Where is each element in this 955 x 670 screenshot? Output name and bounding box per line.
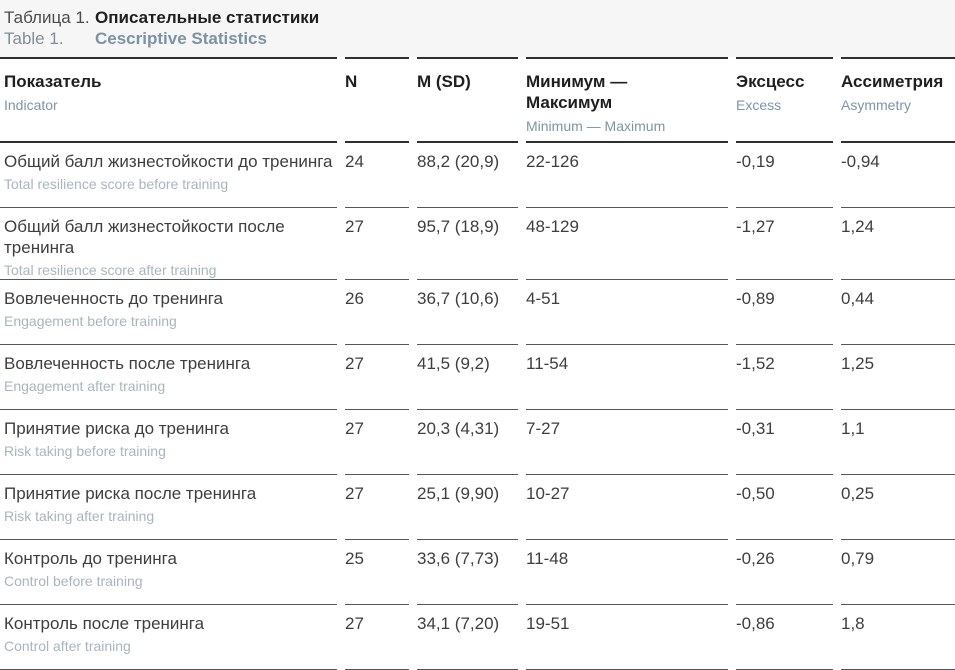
min-max-cell: 4-51 — [526, 280, 728, 345]
asymmetry-cell: 1,25 — [841, 345, 955, 410]
caption-line-ru: Таблица 1. Описательные статистики — [4, 7, 945, 28]
indicator-ru: Общий балл жизнестойкости после тренинга — [4, 217, 285, 257]
min-max-cell: 11-48 — [526, 540, 728, 605]
indicator-en: Engagement after training — [4, 378, 166, 394]
descriptive-statistics-table: Показатель Indicator N M (SD) Минимум — … — [0, 57, 955, 670]
indicator-cell: Принятие риска до тренинга Risk taking b… — [0, 410, 337, 475]
excess-cell: -1,52 — [736, 345, 833, 410]
excess-cell: -0,19 — [736, 143, 833, 208]
indicator-cell: Вовлеченность после тренинга Engagement … — [0, 345, 337, 410]
caption-line-en: Table 1. Cescriptive Statistics — [4, 28, 945, 49]
indicator-cell: Общий балл жизнестойкости до тренинга To… — [0, 143, 337, 208]
column-header: Ассиметрия Asymmetry — [841, 57, 955, 143]
asymmetry-cell: 0,44 — [841, 280, 955, 345]
indicator-ru: Принятие риска после тренинга — [4, 484, 257, 503]
table-row: Принятие риска после тренинга Risk takin… — [0, 475, 955, 540]
table-row: Контроль после тренинга Control after tr… — [0, 605, 955, 670]
column-header-en: Minimum — Maximum — [526, 118, 666, 134]
indicator-ru: Общий балл жизнестойкости до тренинга — [4, 152, 333, 171]
column-header-ru: Показатель — [4, 72, 102, 91]
asymmetry-cell: 0,79 — [841, 540, 955, 605]
indicator-en: Risk taking before training — [4, 443, 166, 459]
column-header: M (SD) — [417, 57, 518, 143]
caption-label-ru: Таблица 1. — [4, 8, 90, 27]
column-header-en: Excess — [736, 97, 782, 113]
m-sd-cell: 88,2 (20,9) — [417, 143, 518, 208]
indicator-en: Total resilience score before training — [4, 176, 229, 192]
m-sd-cell: 33,6 (7,73) — [417, 540, 518, 605]
n-cell: 25 — [345, 540, 409, 605]
indicator-en: Total resilience score after training — [4, 262, 217, 278]
statistics-table-container: Показатель Indicator N M (SD) Минимум — … — [0, 57, 955, 670]
indicator-cell: Контроль до тренинга Control before trai… — [0, 540, 337, 605]
indicator-ru: Принятие риска до тренинга — [4, 419, 230, 438]
asymmetry-cell: 0,25 — [841, 475, 955, 540]
m-sd-cell: 41,5 (9,2) — [417, 345, 518, 410]
n-cell: 27 — [345, 410, 409, 475]
table-row: Общий балл жизнестойкости после тренинга… — [0, 208, 955, 280]
indicator-cell: Контроль после тренинга Control after tr… — [0, 605, 337, 670]
min-max-cell: 19-51 — [526, 605, 728, 670]
n-cell: 27 — [345, 208, 409, 280]
column-header-ru: Эксцесс — [736, 72, 805, 91]
caption-title-en: Cescriptive Statistics — [95, 29, 267, 48]
indicator-ru: Контроль до тренинга — [4, 549, 177, 568]
min-max-cell: 11-54 — [526, 345, 728, 410]
indicator-ru: Вовлеченность до тренинга — [4, 289, 223, 308]
column-header-ru: M (SD) — [417, 72, 471, 91]
indicator-ru: Контроль после тренинга — [4, 614, 205, 633]
excess-cell: -0,50 — [736, 475, 833, 540]
indicator-en: Engagement before training — [4, 313, 177, 329]
table-row: Вовлеченность после тренинга Engagement … — [0, 345, 955, 410]
column-header: Эксцесс Excess — [736, 57, 833, 143]
indicator-cell: Общий балл жизнестойкости после тренинга… — [0, 208, 337, 280]
indicator-en: Control after training — [4, 638, 131, 654]
n-cell: 26 — [345, 280, 409, 345]
indicator-cell: Принятие риска после тренинга Risk takin… — [0, 475, 337, 540]
asymmetry-cell: 1,24 — [841, 208, 955, 280]
excess-cell: -0,89 — [736, 280, 833, 345]
table-row: Вовлеченность до тренинга Engagement bef… — [0, 280, 955, 345]
excess-cell: -0,26 — [736, 540, 833, 605]
indicator-en: Risk taking after training — [4, 508, 155, 524]
column-header: Минимум — Максимум Minimum — Maximum — [526, 57, 728, 143]
indicator-ru: Вовлеченность после тренинга — [4, 354, 251, 373]
m-sd-cell: 34,1 (7,20) — [417, 605, 518, 670]
excess-cell: -1,27 — [736, 208, 833, 280]
indicator-en: Control before training — [4, 573, 143, 589]
n-cell: 27 — [345, 345, 409, 410]
indicator-cell: Вовлеченность до тренинга Engagement bef… — [0, 280, 337, 345]
n-cell: 24 — [345, 143, 409, 208]
column-header-ru: N — [345, 72, 358, 91]
table-row: Принятие риска до тренинга Risk taking b… — [0, 410, 955, 475]
asymmetry-cell: 1,8 — [841, 605, 955, 670]
table-row: Общий балл жизнестойкости до тренинга To… — [0, 143, 955, 208]
m-sd-cell: 20,3 (4,31) — [417, 410, 518, 475]
excess-cell: -0,86 — [736, 605, 833, 670]
min-max-cell: 7-27 — [526, 410, 728, 475]
min-max-cell: 10-27 — [526, 475, 728, 540]
column-header-ru: Ассиметрия — [841, 72, 944, 91]
min-max-cell: 48-129 — [526, 208, 728, 280]
column-header-en: Asymmetry — [841, 97, 911, 113]
asymmetry-cell: 1,1 — [841, 410, 955, 475]
table-header-row: Показатель Indicator N M (SD) Минимум — … — [0, 57, 955, 143]
n-cell: 27 — [345, 475, 409, 540]
table-caption: Таблица 1. Описательные статистики Table… — [0, 0, 955, 57]
column-header: N — [345, 57, 409, 143]
column-header-en: Indicator — [4, 97, 58, 113]
table-row: Контроль до тренинга Control before trai… — [0, 540, 955, 605]
column-header: Показатель Indicator — [0, 57, 337, 143]
caption-label-en: Table 1. — [4, 29, 64, 48]
excess-cell: -0,31 — [736, 410, 833, 475]
n-cell: 27 — [345, 605, 409, 670]
asymmetry-cell: -0,94 — [841, 143, 955, 208]
column-header-ru: Минимум — Максимум — [526, 72, 628, 112]
m-sd-cell: 95,7 (18,9) — [417, 208, 518, 280]
m-sd-cell: 36,7 (10,6) — [417, 280, 518, 345]
min-max-cell: 22-126 — [526, 143, 728, 208]
caption-title-ru: Описательные статистики — [95, 8, 320, 27]
m-sd-cell: 25,1 (9,90) — [417, 475, 518, 540]
